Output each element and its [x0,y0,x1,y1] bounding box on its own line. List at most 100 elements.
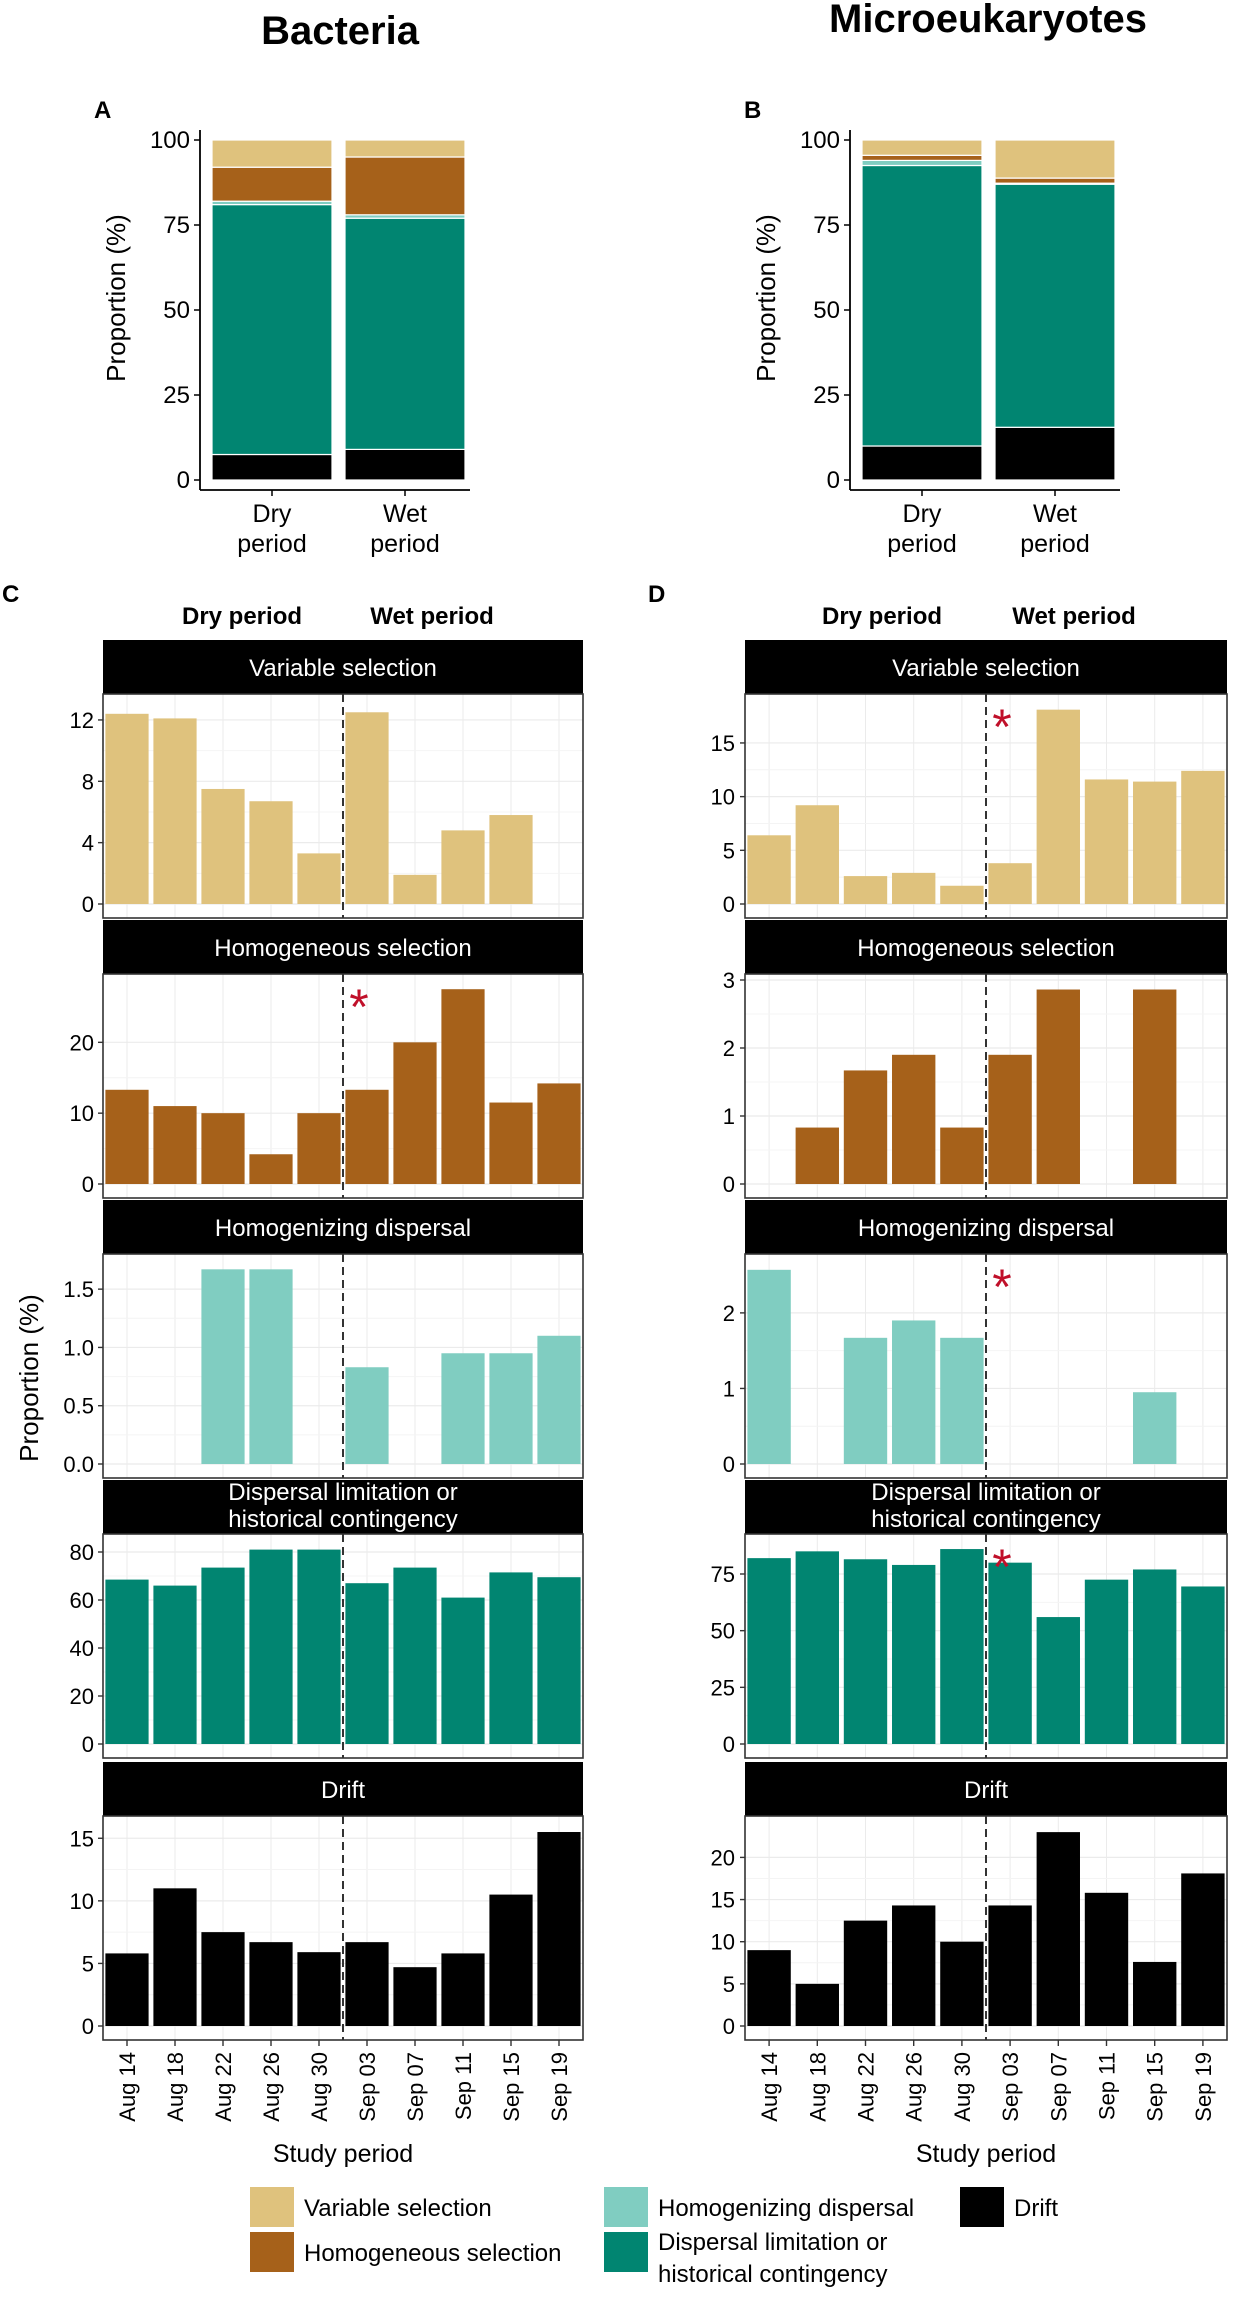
bar-d-variable_selection-sep-07 [1036,709,1080,904]
bar-b-dry-period-homogenizing_dispersal [861,159,983,167]
facet-d-variable_selection: Variable selection * 0 5 10 15 [711,640,1228,919]
legend: Variable selection Homogeneous selection H… [250,2187,1058,2288]
legend-label-drift-0: Drift [1014,2195,1058,2222]
bar-c-dispersal_limitation-aug-30 [297,1549,341,1744]
facet-border-d-drift [744,1815,1228,2041]
x-tick-label-a-0-0: Dry [253,500,292,528]
y-tick-label-d-drift-1: 5 [723,1972,735,1997]
facet-title-d-homogeneous_selection-0: Homogeneous selection [857,935,1115,962]
x-tick-label-d-sep-11: Sep 11 [1095,2052,1120,2120]
bar-c-dispersal_limitation-sep-19 [537,1577,581,1744]
y-tick-label-d-dispersal_limitation-2: 50 [711,1619,735,1644]
legend-swatch-dispersal_limitation [604,2232,648,2272]
x-tick-label-c-aug-14: Aug 14 [115,2052,140,2122]
bar-d-drift-aug-22 [843,1920,888,2026]
x-tick-label-a-1-1: period [370,530,440,558]
x-tick-label-c-aug-18: Aug 18 [163,2052,188,2122]
facet-title-d-homogenizing_dispersal-0: Homogenizing dispersal [858,1215,1114,1242]
y-tick-label-d-homogenizing_dispersal-0: 0 [723,1452,735,1477]
y-tick-label-c-homogeneous_selection-1: 10 [70,1101,94,1126]
legend-label-homogeneous_selection-0: Homogeneous selection [304,2240,562,2267]
legend-swatch-drift [960,2187,1004,2227]
y-tick-label-c-homogenizing_dispersal-0: 0.0 [63,1452,94,1477]
bar-d-homogenizing_dispersal-aug-14 [747,1269,791,1464]
x-tick-label-d-aug-14: Aug 14 [757,2052,782,2122]
facet-title-c-drift-0: Drift [321,1777,365,1804]
charts-layer: DryperiodWetperiod0255075100DryperiodWet… [63,127,1228,2122]
bar-d-drift-sep-15 [1133,1961,1177,2026]
y-tick-label-b-75: 75 [813,212,840,239]
bar-c-variable_selection-sep-03 [345,712,389,904]
header-dry-period-c: Dry period [182,603,302,630]
significance-asterisk-d-variable_selection: * [992,699,1011,755]
y-tick-label-c-homogenizing_dispersal-2: 1.0 [63,1335,94,1360]
legend-swatch-homogeneous_selection [250,2232,294,2272]
facet-title-c-homogenizing_dispersal-0: Homogenizing dispersal [215,1215,471,1242]
legend-label-homogenizing_dispersal-0: Homogenizing dispersal [658,2195,914,2222]
bacteria-title: Bacteria [261,9,420,53]
bar-c-dispersal_limitation-sep-15 [489,1572,533,1744]
bar-c-drift-sep-19 [537,1832,581,2026]
bar-d-homogeneous_selection-aug-30 [940,1127,984,1184]
x-tick-label-c-sep-19: Sep 19 [547,2052,572,2122]
bar-c-dispersal_limitation-sep-07 [393,1567,437,1744]
y-tick-label-b-0: 0 [827,467,840,494]
bar-c-drift-aug-14 [105,1953,149,2026]
bar-b-dry-period-dispersal_limitation [861,164,983,447]
bar-c-homogeneous_selection-aug-18 [153,1106,197,1184]
y-tick-label-c-variable_selection-0: 0 [82,892,94,917]
facet-strip-c-homogeneous_selection [103,920,583,974]
bar-d-dispersal_limitation-sep-03 [988,1562,1032,1744]
facet-border-c-dispersal_limitation [102,1533,584,1759]
x-tick-label-a-0-1: period [237,530,307,558]
y-tick-label-c-drift-3: 15 [70,1826,94,1851]
significance-asterisk-d-homogenizing_dispersal: * [992,1259,1011,1315]
y-tick-label-d-homogeneous_selection-0: 0 [723,1172,735,1197]
bar-a-dry-period-dispersal_limitation [211,204,333,456]
bar-d-variable_selection-sep-03 [988,863,1032,904]
facet-title-d-dispersal_limitation-0: Dispersal limitation or [871,1479,1100,1506]
y-tick-label-d-variable_selection-1: 5 [723,838,735,863]
y-tick-label-c-homogenizing_dispersal-1: 0.5 [63,1394,94,1419]
bar-c-drift-aug-30 [297,1952,341,2026]
bar-d-homogeneous_selection-sep-03 [988,1054,1032,1184]
x-axis-label-d: Study period [916,2140,1056,2168]
facet-strip-c-homogenizing_dispersal [103,1200,583,1254]
bar-d-drift-aug-14 [747,1950,791,2026]
bar-d-drift-sep-11 [1084,1892,1129,2026]
bar-d-dispersal_limitation-aug-30 [940,1549,984,1744]
facet-title-c-dispersal_limitation-1: historical contingency [228,1506,457,1533]
y-tick-label-b-50: 50 [813,297,840,324]
y-tick-label-a-100: 100 [150,127,190,154]
bar-c-homogeneous_selection-sep-03 [345,1089,389,1184]
bar-c-variable_selection-aug-26 [249,801,293,904]
x-tick-label-d-sep-19: Sep 19 [1191,2052,1216,2122]
facet-title-c-dispersal_limitation-0: Dispersal limitation or [228,1479,457,1506]
panel-label-a: A [94,97,111,124]
bar-a-dry-period-variable_selection [211,139,333,168]
x-tick-label-b-1-1: period [1020,530,1090,558]
y-axis-label-c: Proportion (%) [14,1294,44,1462]
bar-a-wet-period-drift [344,448,466,481]
bar-c-drift-sep-15 [489,1894,533,2026]
facet-border-d-dispersal_limitation [744,1533,1228,1759]
y-tick-label-c-drift-2: 10 [70,1889,94,1914]
y-tick-label-d-dispersal_limitation-3: 75 [711,1562,735,1587]
header-wet-period-c: Wet period [370,603,494,630]
bar-d-variable_selection-aug-18 [795,805,839,904]
legend-swatch-variable_selection [250,2187,294,2227]
y-tick-label-c-homogeneous_selection-0: 0 [82,1172,94,1197]
bar-c-dispersal_limitation-sep-03 [345,1583,389,1744]
y-tick-label-b-100: 100 [800,127,840,154]
facet-c-drift: Drift 0 5 10 15 [70,1762,584,2041]
y-tick-label-d-homogeneous_selection-3: 3 [723,968,735,993]
x-tick-label-c-aug-22: Aug 22 [211,2052,236,2122]
y-tick-label-d-homogenizing_dispersal-1: 1 [723,1376,735,1401]
y-tick-label-a-25: 25 [163,382,190,409]
y-tick-label-a-50: 50 [163,297,190,324]
bar-d-drift-aug-30 [940,1941,984,2026]
x-tick-label-a-1-0: Wet [383,500,427,528]
x-tick-label-c-sep-07: Sep 07 [403,2052,428,2122]
bar-c-homogeneous_selection-sep-19 [537,1083,581,1184]
facet-strip-d-homogeneous_selection [745,920,1227,974]
